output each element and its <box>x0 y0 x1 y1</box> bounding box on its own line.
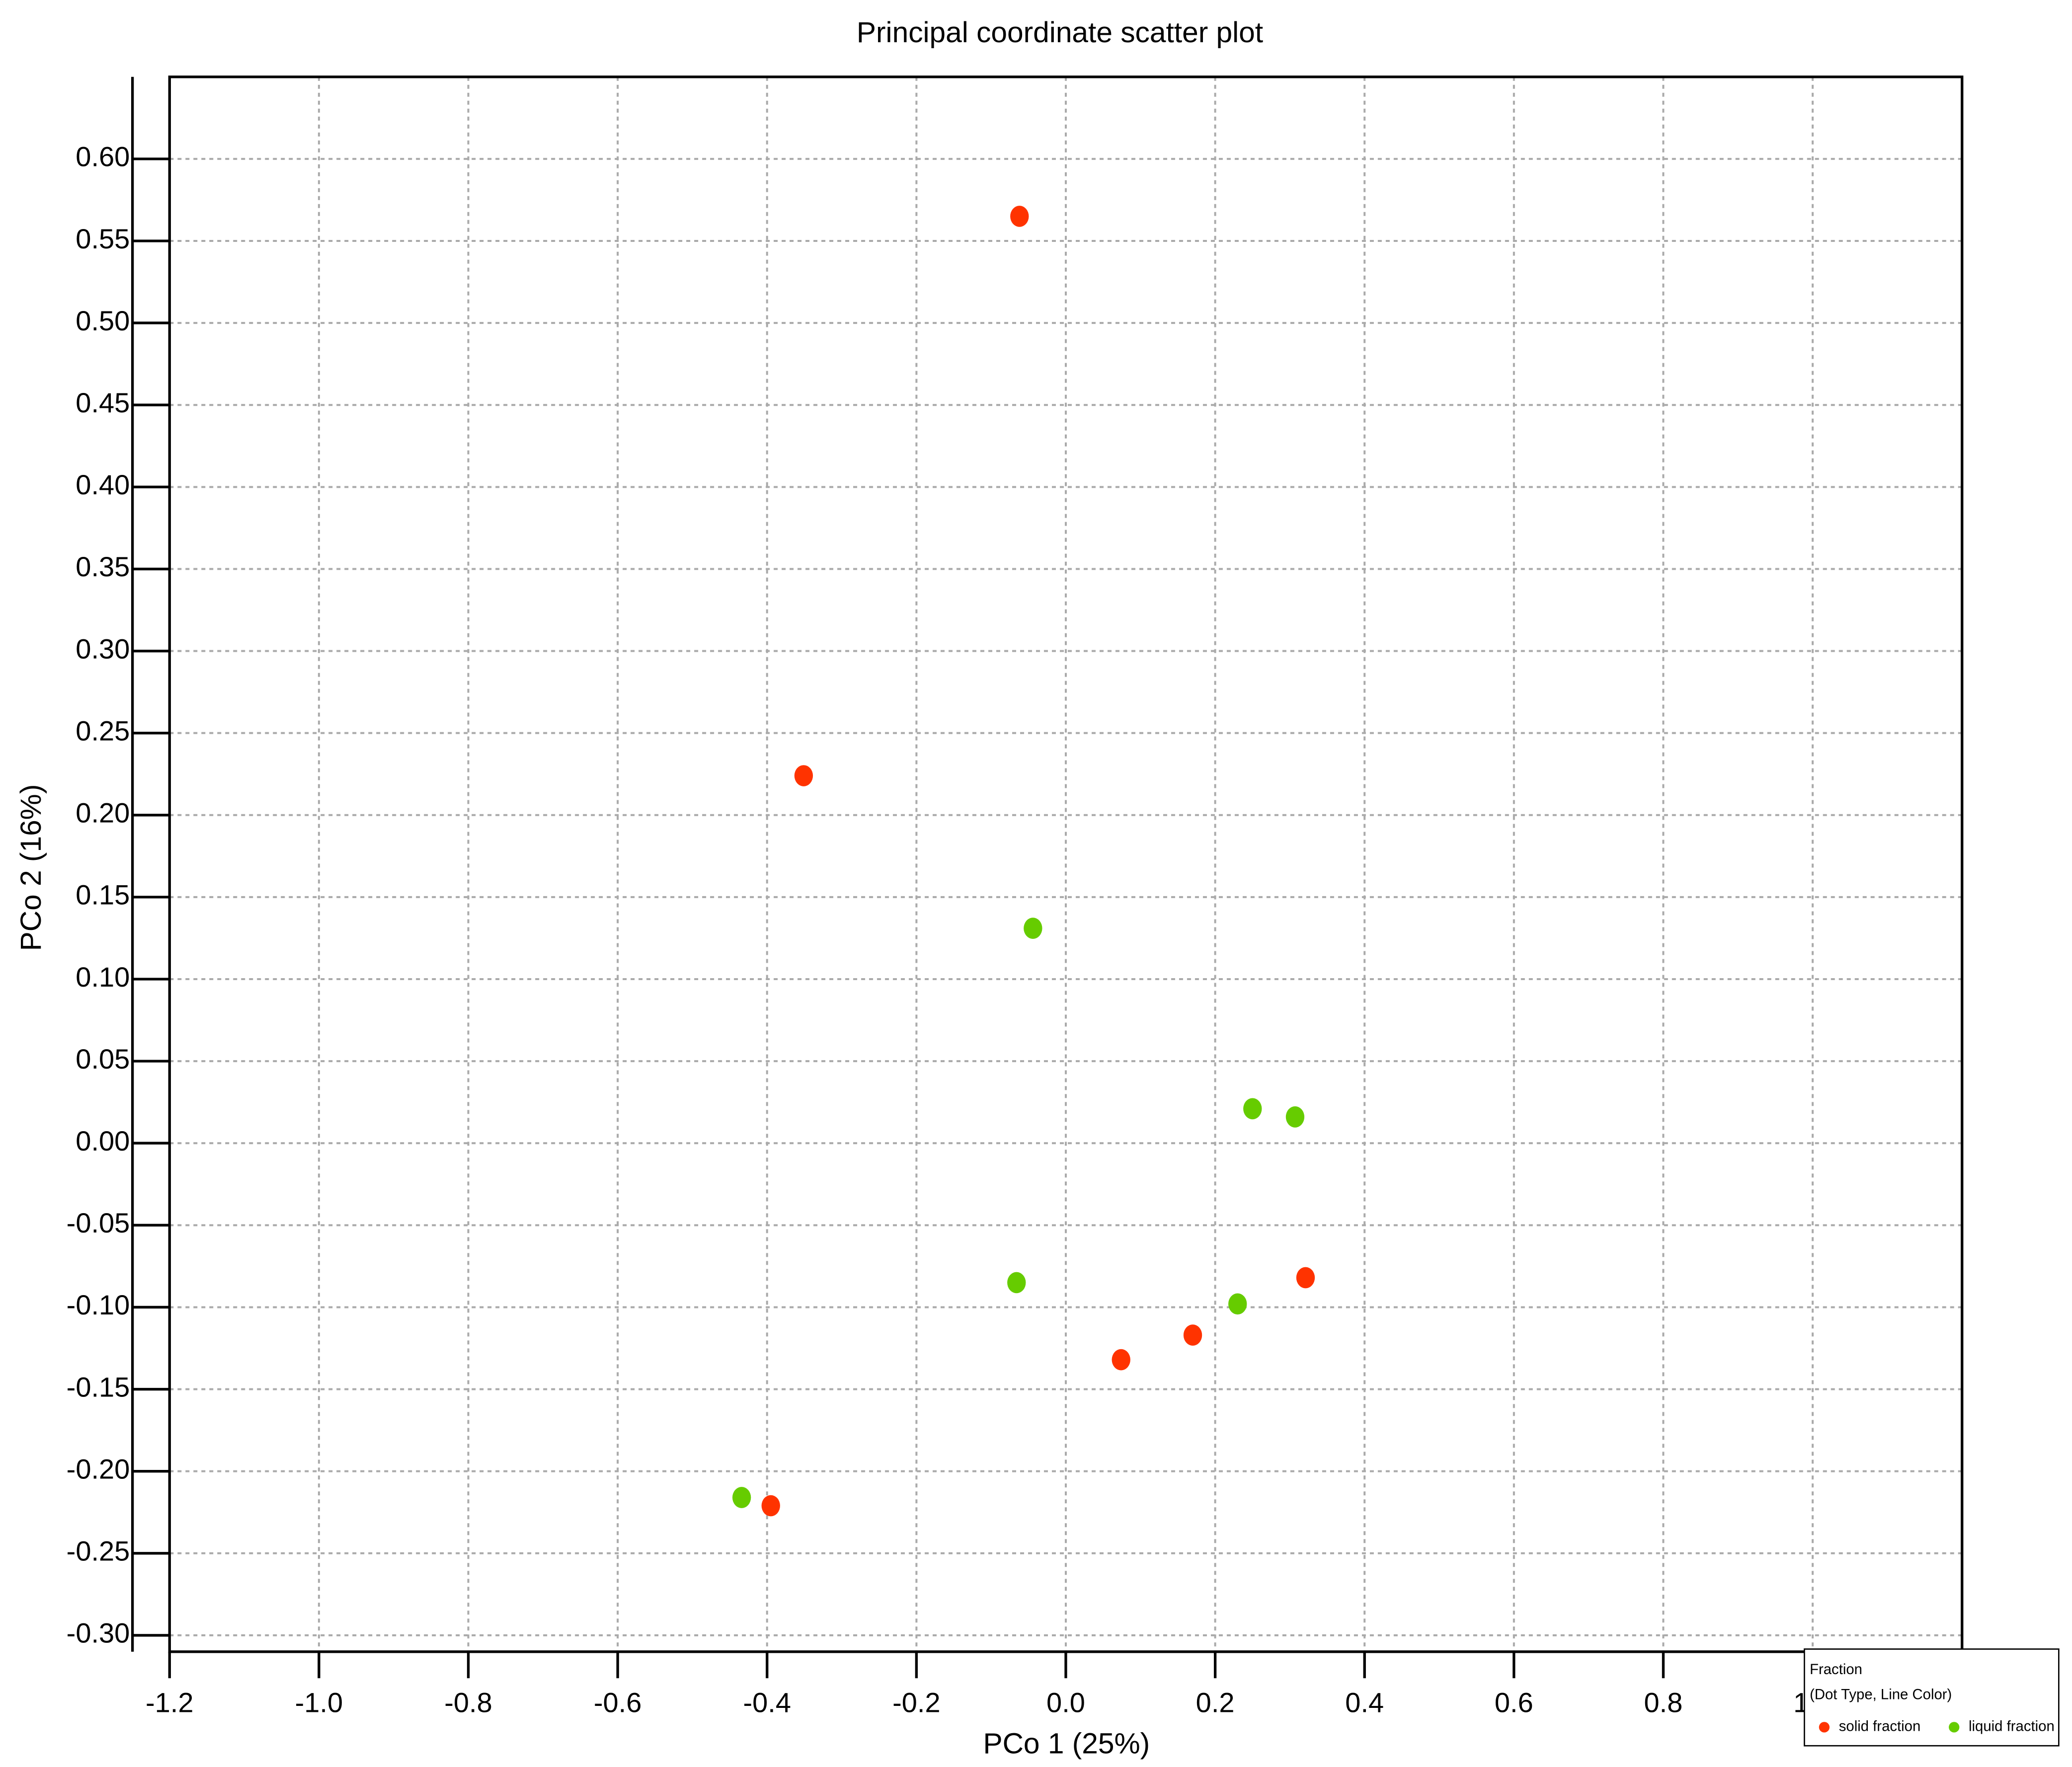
legend-title: Fraction <box>1810 1661 1862 1678</box>
y-tick-label: 0.40 <box>76 469 130 500</box>
y-tick-label: -0.15 <box>67 1371 130 1402</box>
y-axis-label: PCo 2 (16%) <box>15 784 47 951</box>
x-tick-label: -1.2 <box>146 1687 193 1718</box>
y-tick-label: 0.05 <box>76 1043 130 1075</box>
x-tick-label: -0.8 <box>444 1687 492 1718</box>
plot-frame <box>168 76 1964 1653</box>
x-tick-label: 0.0 <box>1046 1687 1085 1718</box>
y-tick-label: -0.20 <box>67 1453 130 1484</box>
point <box>794 765 813 786</box>
x-tick-label: 0.8 <box>1644 1687 1683 1718</box>
point <box>1024 918 1042 939</box>
x-tick-label: 0.6 <box>1495 1687 1533 1718</box>
point <box>732 1487 751 1508</box>
y-tick-label: 0.35 <box>76 551 130 582</box>
y-tick-label: -0.25 <box>67 1536 130 1567</box>
point <box>1285 1106 1305 1128</box>
legend-marker <box>1819 1722 1830 1733</box>
x-tick-label: 0.4 <box>1345 1687 1384 1718</box>
y-tick-label: 0.15 <box>76 879 130 911</box>
point <box>1243 1098 1262 1120</box>
y-tick-label: -0.05 <box>67 1207 130 1238</box>
point <box>1007 1272 1026 1294</box>
legend-label: liquid fraction <box>1969 1718 2055 1735</box>
y-tick-label: 0.25 <box>76 715 130 746</box>
x-tick-label: -0.2 <box>892 1687 940 1718</box>
legend-box <box>1804 1648 2060 1747</box>
y-tick-label: 0.20 <box>76 797 130 829</box>
point <box>1010 206 1029 227</box>
y-tick-label: 0.55 <box>76 223 130 254</box>
x-tick-label: 0.2 <box>1196 1687 1235 1718</box>
point <box>1112 1349 1130 1371</box>
x-tick-label: -1.0 <box>295 1687 343 1718</box>
x-tick-label: -0.4 <box>743 1687 791 1718</box>
legend-subtitle: (Dot Type, Line Color) <box>1810 1687 1952 1703</box>
y-tick-label: 0.45 <box>76 387 130 418</box>
y-tick-label: 0.50 <box>76 305 130 336</box>
point <box>1296 1267 1315 1289</box>
y-tick-label: -0.30 <box>67 1617 130 1649</box>
y-tick-label: 0.30 <box>76 633 130 664</box>
y-tick-label: -0.10 <box>67 1289 130 1320</box>
x-axis-label: PCo 1 (25%) <box>983 1728 1150 1760</box>
point <box>1183 1324 1202 1346</box>
legend-label: solid fraction <box>1839 1718 1921 1735</box>
y-tick-label: 0.60 <box>76 141 130 172</box>
legend-marker <box>1949 1722 1960 1733</box>
y-tick-label: 0.10 <box>76 961 130 993</box>
legend: Fraction (Dot Type, Line Color) solid frac… <box>1804 1648 2060 1747</box>
y-tick-label: 0.00 <box>76 1125 130 1156</box>
point <box>1228 1293 1247 1315</box>
chart-title: Principal coordinate scatter plot <box>857 16 1263 49</box>
point <box>761 1495 780 1517</box>
x-tick-label: -0.6 <box>594 1687 641 1718</box>
